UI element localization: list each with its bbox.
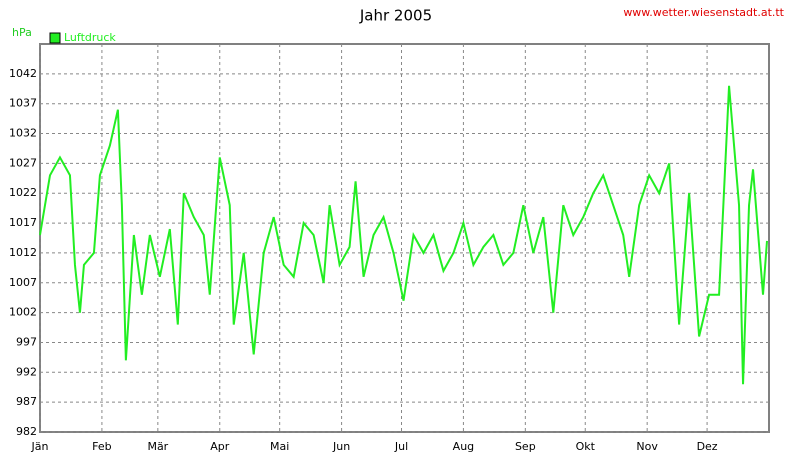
x-tick-label: Mär [147,440,168,453]
x-tick-label: Jän [31,440,49,453]
x-tick-label: Nov [636,440,658,453]
x-tick-label: Jun [332,440,350,453]
x-tick-label: Apr [210,440,230,453]
y-tick-label: 987 [16,395,37,408]
source: www.wetter.wiesenstadt.at.tt [623,6,784,19]
y-tick-label: 1037 [9,97,37,110]
legend-swatch [49,32,61,44]
y-tick-label: 997 [16,335,37,348]
chart-title: Jahr 2005 [359,7,432,25]
x-tick-label: Dez [697,440,718,453]
x-tick-label: Aug [453,440,474,453]
x-tick-label: Mai [270,440,289,453]
legend-label: Luftdruck [64,31,116,44]
y-axis-label: hPa [12,26,32,39]
y-tick-label: 1007 [9,276,37,289]
x-tick-label: Okt [576,440,596,453]
y-tick-label: 1012 [9,246,37,259]
y-tick-label: 982 [16,425,37,438]
y-tick-label: 1027 [9,156,37,169]
data-line [39,85,769,385]
y-tick-label: 1022 [9,186,37,199]
y-tick-label: 992 [16,365,37,378]
x-tick-label: Sep [515,440,536,453]
y-tick-label: 1017 [9,216,37,229]
x-tick-label: Jul [394,440,408,453]
y-tick-label: 1042 [9,67,37,80]
y-tick-label: 1002 [9,306,37,319]
x-tick-label: Feb [92,440,111,453]
y-tick-label: 1032 [9,127,37,140]
